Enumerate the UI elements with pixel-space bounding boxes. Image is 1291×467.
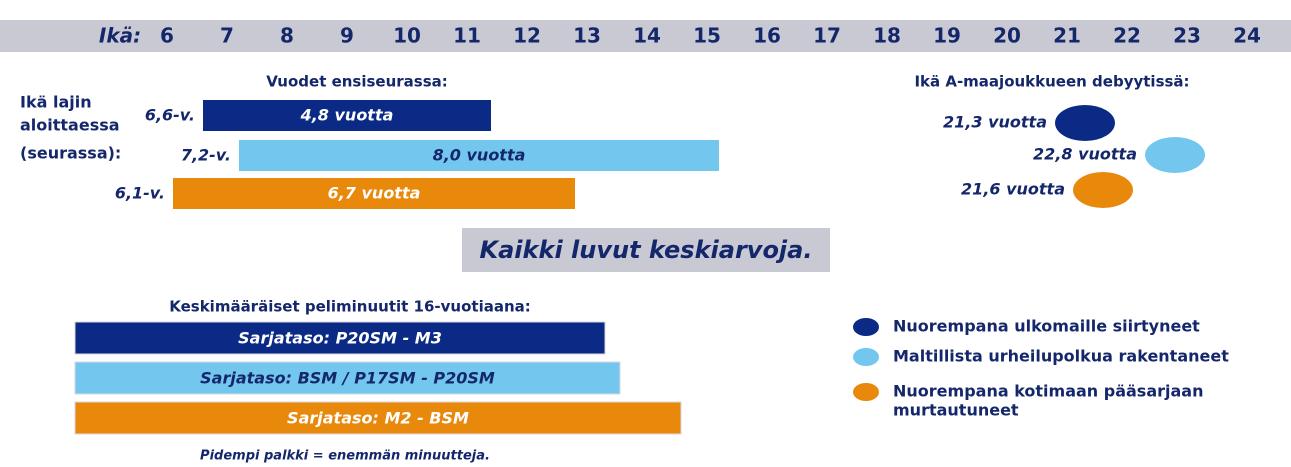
age-tick-label: 23 bbox=[1173, 24, 1201, 48]
age-tick-label: 6 bbox=[160, 24, 174, 48]
age-tick-label: 14 bbox=[633, 24, 661, 48]
age-tick-label: 20 bbox=[993, 24, 1021, 48]
start-title: (seurassa): bbox=[20, 144, 121, 163]
age-tick-label: 18 bbox=[873, 24, 901, 48]
age-tick-label: 16 bbox=[753, 24, 781, 48]
age-tick-label: 8 bbox=[280, 24, 294, 48]
age-tick-label: 21 bbox=[1053, 24, 1081, 48]
legend-swatch bbox=[853, 318, 879, 336]
legend-swatch bbox=[853, 348, 879, 366]
legend-label: murtautuneet bbox=[893, 401, 1019, 420]
years-label: 8,0 vuotta bbox=[433, 146, 526, 165]
age-tick-label: 9 bbox=[340, 24, 354, 48]
club-bar bbox=[173, 178, 575, 209]
age-band bbox=[0, 20, 1291, 52]
debut-label: 21,6 vuotta bbox=[961, 180, 1065, 199]
start-title: aloittaessa bbox=[20, 116, 120, 135]
note: Kaikki luvut keskiarvoja. bbox=[480, 236, 813, 264]
debut-dot bbox=[1055, 105, 1115, 141]
age-tick-label: 22 bbox=[1113, 24, 1141, 48]
age-tick-label: 7 bbox=[220, 24, 234, 48]
minutes-bar bbox=[74, 321, 606, 355]
minutes-bar bbox=[74, 401, 682, 435]
legend-label: Nuorempana ulkomaille siirtyneet bbox=[893, 317, 1200, 336]
club-title: Vuodet ensiseurassa: bbox=[266, 73, 448, 91]
debut-label: 21,3 vuotta bbox=[943, 113, 1047, 132]
age-tick-label: 15 bbox=[693, 24, 721, 48]
start-label: 7,2-v. bbox=[181, 146, 231, 165]
age-tick-label: 11 bbox=[453, 24, 481, 48]
note-box bbox=[462, 228, 830, 272]
age-tick-label: 10 bbox=[393, 24, 421, 48]
club-bar bbox=[203, 100, 491, 131]
minutes-bar bbox=[74, 361, 621, 395]
age-tick-label: 19 bbox=[933, 24, 961, 48]
debut-dot bbox=[1073, 172, 1133, 208]
minutes-title: Keskimääräiset peliminuutit 16-vuotiaana… bbox=[169, 298, 531, 316]
legend-label: Maltillista urheilupolkua rakentaneet bbox=[893, 347, 1229, 366]
legend-swatch bbox=[853, 383, 879, 401]
start-title: Ikä lajin bbox=[20, 93, 92, 112]
club-bar bbox=[239, 140, 719, 171]
start-label: 6,6-v. bbox=[145, 106, 195, 125]
minutes-label: Sarjataso: M2 - BSM bbox=[287, 409, 469, 428]
years-label: 4,8 vuotta bbox=[300, 106, 394, 125]
debut-label: 22,8 vuotta bbox=[1033, 145, 1137, 164]
age-tick-label: 24 bbox=[1233, 24, 1261, 48]
minutes-label: Sarjataso: BSM / P17SM - P20SM bbox=[200, 369, 495, 388]
age-tick-label: 17 bbox=[813, 24, 841, 48]
minutes-label: Sarjataso: P20SM - M3 bbox=[238, 329, 442, 348]
age-tick-label: 12 bbox=[513, 24, 541, 48]
age-tick-label: 13 bbox=[573, 24, 601, 48]
debut-dot bbox=[1145, 137, 1205, 173]
legend-label: Nuorempana kotimaan pääsarjaan bbox=[893, 382, 1203, 401]
start-label: 6,1-v. bbox=[115, 184, 165, 203]
minutes-footnote: Pidempi palkki = enemmän minuutteja. bbox=[200, 449, 490, 464]
years-label: 6,7 vuotta bbox=[328, 184, 421, 203]
debut-title: Ikä A-maajoukkueen debyytissä: bbox=[914, 73, 1189, 91]
age-axis-label: Ikä: bbox=[99, 24, 141, 48]
